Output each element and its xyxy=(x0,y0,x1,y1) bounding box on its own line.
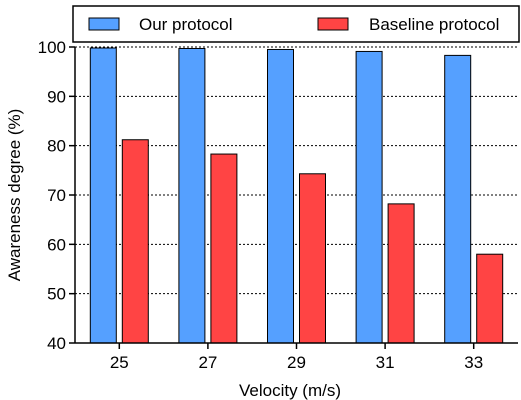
y-tick-label: 60 xyxy=(47,235,66,254)
y-tick-label: 50 xyxy=(47,285,66,304)
legend-label-our-protocol: Our protocol xyxy=(139,15,233,34)
legend-swatch-baseline-protocol xyxy=(317,17,349,31)
x-tick-label: 31 xyxy=(376,353,395,372)
legend-swatch-our-protocol xyxy=(88,17,120,31)
x-tick-label: 33 xyxy=(464,353,483,372)
y-axis-label: Awareness degree (%) xyxy=(5,109,24,282)
legend-label-baseline-protocol: Baseline protocol xyxy=(369,15,499,34)
legend: Our protocol Baseline protocol xyxy=(72,5,520,43)
bar-baseline-protocol-25 xyxy=(121,139,149,344)
bar-our-protocol-31 xyxy=(355,50,383,344)
axes xyxy=(69,46,518,349)
x-tick-label: 29 xyxy=(287,353,306,372)
x-tick-labels: 25 27 29 31 33 xyxy=(110,353,483,372)
gridlines xyxy=(75,46,518,295)
legend-box xyxy=(72,5,520,43)
y-tick-label: 70 xyxy=(47,186,66,205)
y-tick-label: 80 xyxy=(47,137,66,156)
bar-our-protocol-27 xyxy=(178,47,206,344)
bar-our-protocol-25 xyxy=(89,47,117,344)
y-tick-label: 40 xyxy=(47,334,66,353)
y-tick-label: 90 xyxy=(47,87,66,106)
bar-baseline-protocol-33 xyxy=(476,253,504,344)
bar-our-protocol-29 xyxy=(267,48,294,344)
x-axis-label: Velocity (m/s) xyxy=(239,381,341,400)
bar-baseline-protocol-31 xyxy=(387,203,415,344)
x-tick-label: 27 xyxy=(198,353,217,372)
y-tick-label: 100 xyxy=(38,38,66,57)
x-tick-label: 25 xyxy=(110,353,129,372)
bars xyxy=(89,47,504,344)
bar-baseline-protocol-27 xyxy=(210,153,238,344)
bar-our-protocol-33 xyxy=(444,54,472,344)
y-tick-labels: 40 50 60 70 80 90 100 xyxy=(38,38,66,353)
bar-baseline-protocol-29 xyxy=(299,173,326,344)
